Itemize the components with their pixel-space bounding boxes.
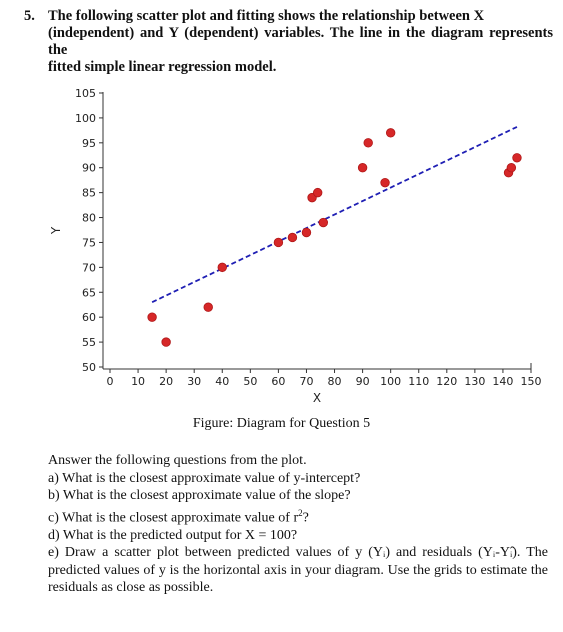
- x-tick-label: 0: [107, 375, 114, 388]
- y-axis-label: Y: [49, 226, 63, 235]
- question-line-1: The following scatter plot and fitting s…: [48, 8, 485, 24]
- figure-caption: Figure: Diagram for Question 5: [192, 416, 371, 431]
- y-tick-label: 80: [82, 212, 96, 225]
- y-tick-label: 60: [82, 311, 96, 324]
- x-tick-label: 110: [408, 375, 429, 388]
- data-point: [161, 337, 171, 347]
- regression-fit-line: [151, 126, 518, 304]
- y-tick-label: 65: [82, 286, 96, 299]
- y-tick-label: 90: [82, 162, 96, 175]
- answers-block: Answer the following questions from the …: [48, 452, 548, 597]
- data-point: [318, 217, 329, 228]
- x-tick-label: 40: [215, 375, 229, 388]
- x-tick-label: 60: [271, 375, 285, 388]
- y-tick-label: 50: [82, 361, 96, 374]
- question-line-2: (independent) and Y (dependent) variable…: [48, 25, 553, 58]
- y-tick-label: 105: [75, 87, 96, 100]
- question-c: c) What is the closest approximate value…: [48, 505, 548, 527]
- question-c-end: ?: [302, 510, 309, 526]
- question-text: The following scatter plot and fitting s…: [48, 8, 553, 76]
- data-point: [301, 227, 312, 238]
- points-group: [147, 128, 522, 347]
- question-number: 5.: [24, 8, 35, 24]
- data-point: [363, 138, 373, 148]
- question-c-text: c) What is the closest approximate value…: [48, 510, 299, 526]
- x-axis-label: X: [313, 391, 321, 405]
- y-tick-label: 85: [82, 187, 96, 200]
- data-point: [287, 232, 298, 243]
- answers-intro: Answer the following questions from the …: [48, 453, 307, 468]
- y-tick-label: 75: [82, 236, 96, 249]
- data-point: [512, 153, 522, 163]
- data-point: [203, 302, 213, 312]
- x-tick-label: 20: [159, 375, 173, 388]
- data-point: [385, 128, 396, 138]
- y-tick-label: 55: [82, 336, 96, 349]
- x-tick-label: 130: [464, 375, 485, 388]
- x-tick-label: 70: [299, 375, 313, 388]
- chart-axes: [102, 92, 532, 370]
- x-tick-label: 90: [356, 375, 370, 388]
- x-tick-label: 100: [380, 375, 401, 388]
- question-e: e) Draw a scatter plot between predicted…: [48, 545, 548, 596]
- data-point: [506, 163, 517, 173]
- data-point: [357, 163, 368, 173]
- question-d: d) What is the predicted output for X = …: [48, 527, 298, 543]
- x-tick-label: 80: [328, 375, 342, 388]
- question-b: b) What is the closest approximate value…: [48, 488, 351, 503]
- x-tick-label: 30: [187, 375, 201, 388]
- question-line-3: fitted simple linear regression model.: [48, 59, 277, 75]
- x-tick-label: 150: [521, 375, 542, 388]
- question-c-superscript: 2: [298, 507, 303, 518]
- x-tick-label: 120: [436, 375, 457, 388]
- y-tick-label: 95: [82, 137, 96, 150]
- fit-line-group: [151, 126, 518, 304]
- data-point: [380, 177, 390, 188]
- y-tick-label: 100: [75, 112, 96, 125]
- x-tick-label: 140: [492, 375, 513, 388]
- y-tick-label: 70: [82, 261, 96, 274]
- chart-ticks: 0 10 20 30 40 50 60 70 80 90 100 110 120 130 140 150 50 5…: [75, 87, 542, 388]
- scatter-chart: 0 10 20 30 40 50 60 70 80 90 100 110 120 130 140 150 50 5…: [49, 87, 542, 405]
- x-tick-label: 50: [243, 375, 257, 388]
- data-point: [147, 312, 157, 322]
- x-tick-label: 10: [131, 375, 145, 388]
- data-point: [273, 237, 284, 248]
- data-point: [312, 187, 323, 198]
- data-point: [217, 262, 227, 273]
- question-a: a) What is the closest approximate value…: [48, 470, 361, 486]
